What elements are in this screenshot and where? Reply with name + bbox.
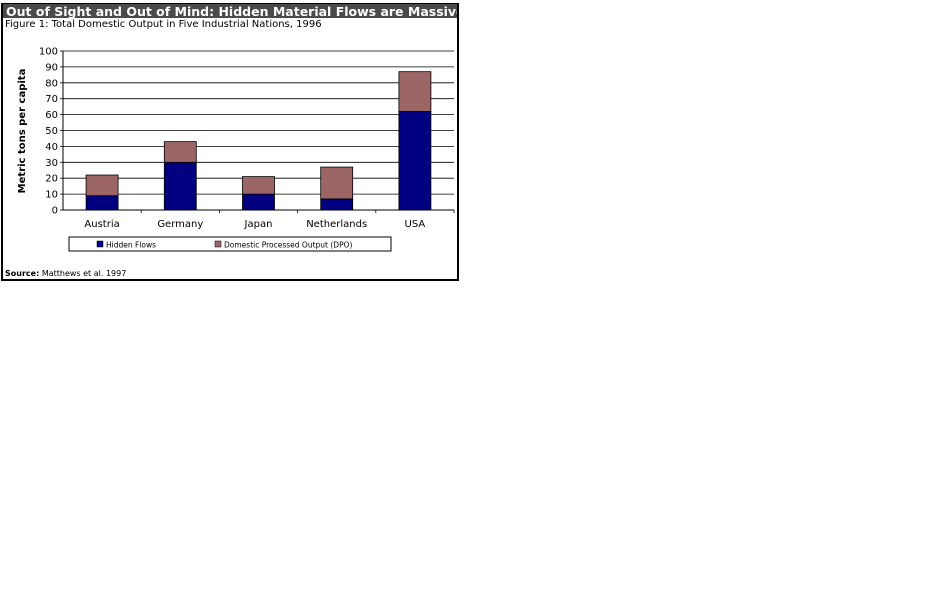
chart-legend: Hidden Flows Domestic Processed Output (… (68, 236, 392, 252)
x-tick-label-germany: Germany (157, 219, 203, 230)
y-tick-label: 80 (45, 78, 58, 89)
y-tick-label: 50 (45, 126, 58, 137)
y-tick-label: 30 (45, 158, 58, 169)
y-tick-label: 0 (52, 206, 58, 217)
x-tick-label-usa: USA (405, 219, 426, 230)
bar-hidden-flows-usa (398, 111, 432, 211)
legend-label-dpo: Domestic Processed Output (DPO) (224, 241, 352, 250)
bar-dpo-austria (85, 174, 119, 197)
legend-box (68, 236, 392, 252)
figure-banner-title: Out of Sight and Out of Mind: Hidden Mat… (3, 4, 457, 18)
bar-dpo-netherlands (320, 166, 354, 200)
x-tick-label-japan: Japan (244, 219, 273, 230)
bar-dpo-usa (398, 71, 432, 112)
source-text: Matthews et al. 1997 (41, 269, 127, 278)
bar-hidden-flows-germany (163, 161, 197, 211)
bar-dpo-germany (163, 141, 197, 163)
y-tick-label: 40 (45, 142, 58, 153)
source-note: Source: Matthews et al. 1997 (5, 269, 126, 279)
legend-label-hidden-flows: Hidden Flows (106, 241, 156, 250)
y-tick-label: 70 (45, 94, 58, 105)
source-label: Source: (5, 269, 40, 278)
x-tick-label-austria: Austria (84, 219, 119, 230)
y-tick-label: 60 (45, 110, 58, 121)
bar-hidden-flows-netherlands (320, 198, 354, 211)
y-tick-label: 20 (45, 174, 58, 185)
y-axis-label: Metric tons per capita (17, 69, 28, 194)
bar-hidden-flows-austria (85, 195, 119, 211)
stacked-bar-chart: 0 10 20 30 40 50 60 70 80 90 100 Austria Germany Jap… (17, 47, 455, 252)
x-tick-label-netherlands: Netherlands (306, 219, 367, 230)
y-tick-label: 100 (39, 47, 58, 58)
bar-hidden-flows-japan (242, 193, 275, 211)
legend-swatch-hidden-flows (96, 240, 104, 248)
figure-subtitle: Figure 1: Total Domestic Output in Five … (5, 19, 322, 30)
y-tick-label: 90 (45, 62, 58, 73)
chart-figure: Out of Sight and Out of Mind: Hidden Mat… (1, 3, 459, 281)
y-tick-label: 10 (45, 190, 58, 201)
legend-swatch-dpo (214, 240, 222, 248)
bar-dpo-japan (242, 176, 275, 195)
